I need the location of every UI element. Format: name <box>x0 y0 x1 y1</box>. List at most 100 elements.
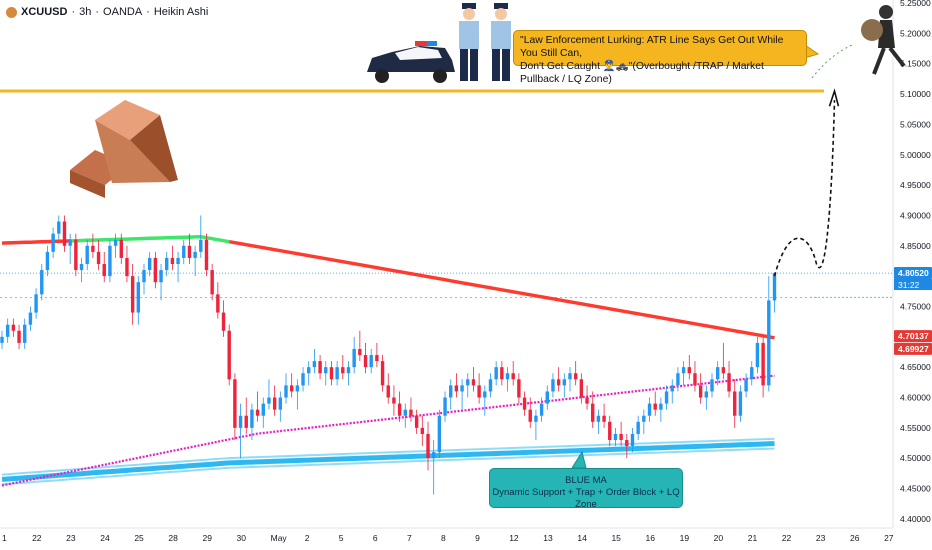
candle-body <box>125 257 129 277</box>
blue-ma-line <box>1 441 775 482</box>
candle-body <box>369 355 373 368</box>
candle-body <box>238 415 243 428</box>
candle-body <box>562 379 567 386</box>
candle-body <box>551 379 555 392</box>
x-tick-label: 28 <box>168 533 178 543</box>
trap-callout: "Law Enforcement Lurking: ATR Line Says … <box>513 30 807 85</box>
separator-dot: · <box>71 6 76 18</box>
car-wheel-front <box>375 69 389 83</box>
red-ma-price-tag: 4.70137 <box>898 331 929 341</box>
x-tick-label: 2 <box>305 533 310 543</box>
candle-body <box>767 300 771 386</box>
candle-body <box>329 367 334 380</box>
officer-head <box>495 8 507 20</box>
y-tick-label: 4.95000 <box>900 180 931 190</box>
y-tick-label: 4.75000 <box>900 301 931 311</box>
candle-body <box>670 385 674 392</box>
x-tick-label: 1 <box>2 533 7 543</box>
thief-leg-left <box>872 47 886 75</box>
callout-line-1: "Law Enforcement Lurking: ATR Line Says … <box>520 35 784 59</box>
x-tick-label: 22 <box>32 533 42 543</box>
broker-label: OANDA <box>103 6 143 18</box>
candle-body <box>68 239 72 246</box>
candle-body <box>233 379 237 428</box>
candle-body <box>221 312 226 331</box>
red-ma-price-tag-bg <box>894 330 932 343</box>
officer-leg-left <box>492 49 500 81</box>
candle-body <box>534 415 538 422</box>
x-tick-label: 14 <box>577 533 587 543</box>
y-tick-label: 4.45000 <box>900 484 931 494</box>
candle-body <box>511 373 515 380</box>
candle-body <box>187 245 192 258</box>
blue-ma-lower <box>1 447 775 486</box>
x-tick-label: 15 <box>611 533 621 543</box>
candle-body <box>715 367 720 380</box>
candle-body <box>397 403 402 416</box>
candle-body <box>505 373 510 380</box>
candle-body <box>193 251 197 258</box>
candle-body <box>153 257 158 283</box>
chart-header: XCUUSD · 3h · OANDA · Heikin Ashi <box>6 6 208 18</box>
candle-body <box>23 324 27 343</box>
candle-body <box>750 367 754 380</box>
candle-body <box>403 409 407 416</box>
candle-body <box>772 273 777 301</box>
candle-body <box>443 397 447 416</box>
candle-body <box>255 409 260 416</box>
candle-body <box>91 245 95 252</box>
x-tick-label: 13 <box>543 533 553 543</box>
x-tick-label: 22 <box>782 533 792 543</box>
thief-leg-right <box>888 46 906 68</box>
candle-body <box>96 251 101 264</box>
candle-body <box>312 361 317 368</box>
officer-leg-right <box>502 49 510 81</box>
y-tick-label: 5.15000 <box>900 59 931 69</box>
officer-shirt <box>459 21 479 49</box>
candle-body <box>539 403 544 416</box>
chart-style-label[interactable]: Heikin Ashi <box>153 6 209 18</box>
candle-body <box>619 433 623 440</box>
x-tick-label: May <box>271 533 288 543</box>
copper-bar-front-side <box>95 120 170 183</box>
x-tick-label: 25 <box>134 533 144 543</box>
projection-path <box>773 100 836 277</box>
y-tick-label: 4.55000 <box>900 423 931 433</box>
officer-head <box>463 8 475 20</box>
car-window <box>395 47 442 60</box>
x-tick-label: 16 <box>646 533 656 543</box>
copper-bars-icon <box>70 100 178 198</box>
x-tick-label: 7 <box>407 533 412 543</box>
candle-body <box>591 403 595 422</box>
candle-body <box>585 397 589 404</box>
police-officer-2-icon <box>491 3 511 81</box>
red-ma-line-left <box>1 239 71 245</box>
candle-body <box>676 373 680 386</box>
candle-body <box>738 391 743 416</box>
timeframe-label[interactable]: 3h <box>79 6 92 18</box>
x-tick-label: 5 <box>339 533 344 543</box>
candle-body <box>556 379 561 386</box>
thief-head <box>879 5 893 19</box>
x-tick-label: 30 <box>237 533 247 543</box>
candle-body <box>488 379 493 392</box>
candle-body <box>522 397 527 410</box>
x-tick-label: 23 <box>66 533 76 543</box>
candle-body <box>744 379 748 392</box>
candle-body <box>409 409 413 416</box>
officer-leg-left <box>460 49 468 81</box>
projection-arrowhead <box>828 88 840 107</box>
candle-body <box>545 391 549 404</box>
thief-running-icon <box>811 5 906 79</box>
candle-body <box>28 312 33 325</box>
red-ma-line-right <box>228 239 775 340</box>
candle-body <box>426 433 430 459</box>
candle-body <box>528 409 532 422</box>
candle-body <box>602 415 606 422</box>
candle-body <box>704 391 709 398</box>
blue-ma-desc: Dynamic Support + Trap + Order Block + L… <box>492 487 680 510</box>
candle-body <box>74 239 78 271</box>
candle-body <box>721 367 726 374</box>
y-tick-label: 4.85000 <box>900 241 931 251</box>
